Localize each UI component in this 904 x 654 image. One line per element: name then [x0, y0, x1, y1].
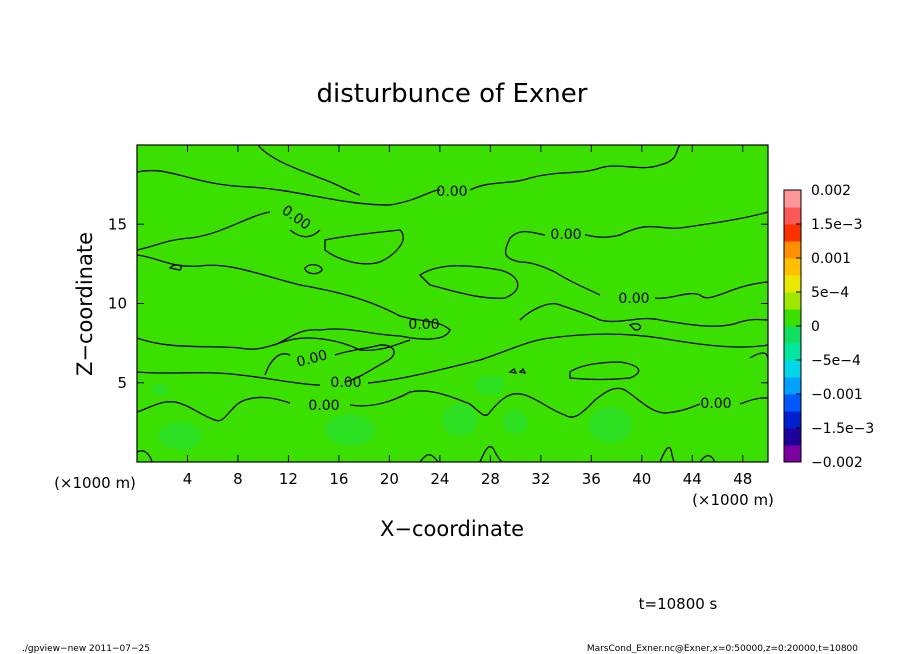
contour-line	[136, 361, 640, 386]
colorbar-tick-label: 1.5e−3	[811, 217, 863, 233]
colorbar-band	[784, 326, 801, 344]
y-tick-label: 10	[108, 295, 127, 313]
colorbar-band	[784, 207, 801, 225]
contour-label: 0.00	[308, 398, 339, 414]
colorbar-tick-label: −5e−4	[811, 353, 861, 369]
colorbar-band	[784, 411, 801, 429]
x-tick-label: 24	[430, 470, 449, 488]
colorbar-band	[784, 445, 801, 463]
colorbar-band	[784, 275, 801, 293]
field-patch	[503, 410, 527, 434]
field-patch	[152, 384, 168, 396]
x-tick-label: 20	[380, 470, 399, 488]
contour-label: 0.00	[295, 347, 329, 371]
colorbar-tick-label: −0.002	[811, 455, 863, 471]
colorbar-band	[784, 343, 801, 361]
time-label: t=10800 s	[639, 595, 718, 613]
chart-title: disturbunce of Exner	[317, 79, 588, 109]
colorbar-band	[784, 241, 801, 259]
x-unit: (×1000 m)	[692, 491, 774, 509]
colorbar-tick-label: 0.001	[811, 251, 851, 267]
colorbar-band	[784, 292, 801, 310]
y-tick-label: 5	[117, 374, 127, 392]
contour-line	[136, 144, 681, 206]
colorbar-tick-label: −1.5e−3	[811, 421, 874, 437]
contour-label: 0.00	[330, 375, 361, 391]
x-tick-label: 40	[632, 470, 651, 488]
contours	[136, 144, 769, 463]
x-axis-label: X−coordinate	[380, 517, 524, 541]
x-tick-label: 48	[733, 470, 752, 488]
colorbar-tick-label: 5e−4	[811, 285, 849, 301]
x-tick-label: 28	[481, 470, 500, 488]
plot-area	[137, 145, 768, 462]
colorbar-band	[784, 377, 801, 395]
colorbar-band	[784, 258, 801, 276]
x-tick-label: 8	[233, 470, 243, 488]
x-tick-label: 16	[329, 470, 348, 488]
colorbar-band	[784, 190, 801, 208]
colorbar-band	[784, 360, 801, 378]
contour-label: 0.00	[618, 291, 649, 307]
colorbar: 0.002 1.5e−3 0.001 5e−4 0 −5e−4 −0.001 −1.5e−3 −…	[783, 183, 874, 471]
field-patch	[588, 407, 632, 443]
y-unit: (×1000 m)	[54, 474, 136, 492]
contour-label: 0.00	[408, 317, 439, 333]
colorbar-band	[784, 309, 801, 327]
contour-line	[136, 333, 769, 384]
colorbar-tick-label: 0	[811, 319, 820, 335]
colorbar-band	[784, 428, 801, 446]
colorbar-tick-label: 0.002	[811, 183, 851, 199]
x-tick-label: 44	[683, 470, 702, 488]
colorbar-tick-label: −0.001	[811, 387, 863, 403]
field-patch	[325, 414, 375, 446]
footer-left: ./gpview−new 2011−07−25	[22, 644, 150, 654]
x-tick-label: 32	[531, 470, 550, 488]
field	[137, 145, 768, 462]
contour-labels: 0.00 0.00 0.00 0.00 0.00 0.00 0.00 0.00 …	[279, 184, 732, 414]
footer-right: MarsCond_Exner.nc@Exner,x=0:50000,z=0:20…	[587, 644, 858, 654]
contour-line	[304, 229, 404, 275]
field-patch	[475, 375, 505, 395]
colorbar-band	[784, 224, 801, 242]
contour-line	[418, 265, 519, 299]
x-tick-label: 36	[582, 470, 601, 488]
colorbar-band	[784, 394, 801, 412]
contour-line	[136, 211, 451, 346]
contour-label: 0.00	[550, 227, 581, 243]
contour-line	[136, 387, 769, 422]
field-patch	[442, 404, 478, 436]
contour-label: 0.00	[436, 184, 467, 200]
y-axis-label: Z−coordinate	[73, 232, 97, 376]
contour-line	[504, 211, 769, 331]
contour-label: 0.00	[700, 396, 731, 412]
y-tick-label: 15	[108, 215, 127, 233]
contour-line	[136, 446, 716, 463]
x-tick-label: 12	[279, 470, 298, 488]
field-patch	[158, 422, 202, 450]
x-tick-label: 4	[183, 470, 193, 488]
